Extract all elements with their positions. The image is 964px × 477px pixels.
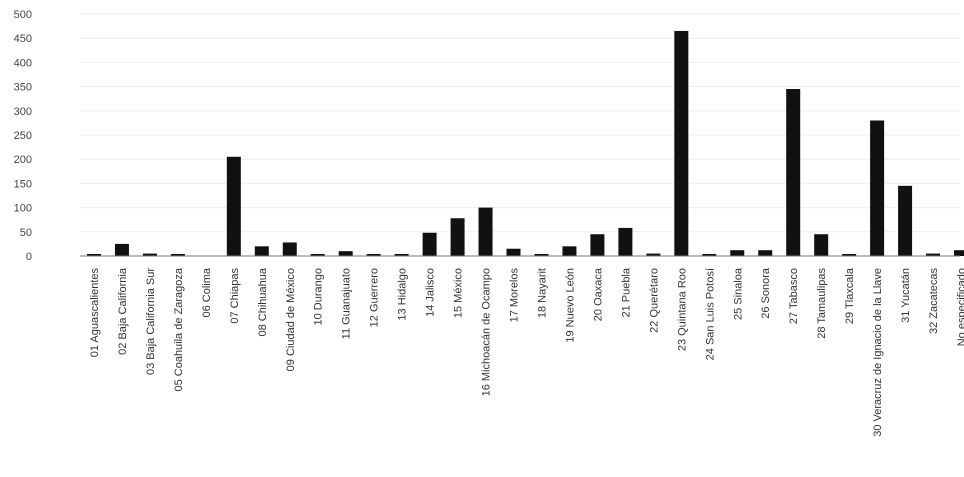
- x-tick-label: 22 Querétaro: [648, 268, 660, 333]
- y-tick-label: 200: [14, 154, 32, 166]
- x-tick-label: 18 Nayarit: [536, 268, 548, 318]
- bar: [758, 250, 773, 256]
- bar: [114, 243, 129, 256]
- bar: [590, 234, 605, 256]
- bar: [870, 120, 885, 256]
- x-tick-label: 08 Chihuahua: [257, 267, 269, 336]
- x-tick-label: 32 Zacatecas: [928, 268, 940, 335]
- x-tick-label: 03 Baja California Sur: [145, 268, 157, 375]
- x-tick-label: 11 Guanajuato: [341, 268, 353, 339]
- bar: [478, 207, 493, 256]
- bar: [142, 253, 157, 256]
- y-tick-label: 250: [14, 130, 32, 142]
- y-axis-ticks: 0 50 100 150 200 250 300 350 400 450 500: [14, 9, 32, 263]
- x-tick-label: 25 Sinaloa: [732, 267, 744, 320]
- x-tick-label: 19 Nuevo León: [564, 268, 576, 343]
- x-tick-label: 06 Colima: [201, 267, 213, 317]
- x-tick-label: 15 México: [453, 268, 465, 318]
- x-tick-label: 27 Tabasco: [788, 268, 800, 324]
- bar: [618, 227, 633, 256]
- bar: [282, 242, 297, 256]
- bar: [338, 251, 353, 256]
- x-tick-label: 01 Aguascalientes: [89, 268, 101, 358]
- x-tick-label: 05 Coahuila de Zaragoza: [173, 267, 185, 391]
- x-tick-label: 24 San Luis Potosí: [704, 268, 716, 360]
- bar: [954, 250, 964, 256]
- x-tick-label: 20 Oaxaca: [592, 267, 604, 321]
- x-tick-label: 13 Hidalgo: [397, 268, 409, 321]
- x-tick-label: 17 Morelos: [509, 268, 521, 323]
- bar: [394, 254, 409, 256]
- bar: [926, 253, 941, 256]
- y-tick-label: 450: [14, 33, 32, 45]
- bar: [646, 253, 661, 256]
- x-tick-label: 21 Puebla: [620, 267, 632, 317]
- x-tick-label: 30 Veracruz de Ignacio de la Llave: [872, 268, 884, 437]
- bar: [534, 254, 549, 256]
- bar: [786, 89, 801, 257]
- bar: [422, 232, 437, 256]
- y-tick-label: 300: [14, 106, 32, 118]
- x-tick-label: 12 Guerrero: [369, 268, 381, 327]
- bars: [86, 30, 964, 257]
- bar: [842, 254, 857, 256]
- bar: [814, 234, 829, 256]
- bar: [702, 254, 717, 256]
- x-tick-label: 02 Baja California: [117, 267, 129, 355]
- bar: [450, 218, 465, 256]
- bar: [366, 254, 381, 256]
- y-tick-label: 0: [26, 251, 32, 263]
- gridlines: [80, 13, 960, 233]
- bar: [898, 185, 913, 256]
- x-tick-label: 09 Ciudad de México: [285, 268, 297, 371]
- x-tick-label: 28 Tamaulipas: [816, 268, 828, 339]
- x-tick-label: 16 Michoacán de Ocampo: [481, 268, 493, 396]
- bar: [170, 254, 185, 256]
- bar: [506, 248, 521, 256]
- y-tick-label: 100: [14, 203, 32, 215]
- bar: [226, 156, 241, 256]
- x-tick-label: 29 Tlaxcala: [844, 267, 856, 324]
- x-tick-label: 07 Chiapas: [229, 268, 241, 324]
- bar: [310, 254, 325, 256]
- bar: [86, 254, 101, 256]
- bar: [254, 246, 269, 256]
- x-tick-label: 31 Yucatán: [900, 268, 912, 323]
- y-tick-label: 350: [14, 82, 32, 94]
- bar: [674, 30, 689, 256]
- x-tick-label: No especificado: [956, 268, 964, 346]
- x-tick-label: 14 Jalisco: [425, 268, 437, 317]
- y-tick-label: 50: [20, 227, 32, 239]
- bar: [562, 246, 577, 256]
- x-axis-category-labels: 01 Aguascalientes 02 Baja California 03 Ba…: [89, 267, 964, 437]
- bar: [730, 250, 745, 256]
- x-tick-label: 26 Sonora: [760, 267, 772, 319]
- y-tick-label: 500: [14, 9, 32, 21]
- y-tick-label: 400: [14, 57, 32, 69]
- y-tick-label: 150: [14, 178, 32, 190]
- x-tick-label: 23 Quintana Roo: [676, 268, 688, 351]
- x-tick-label: 10 Durango: [313, 268, 325, 326]
